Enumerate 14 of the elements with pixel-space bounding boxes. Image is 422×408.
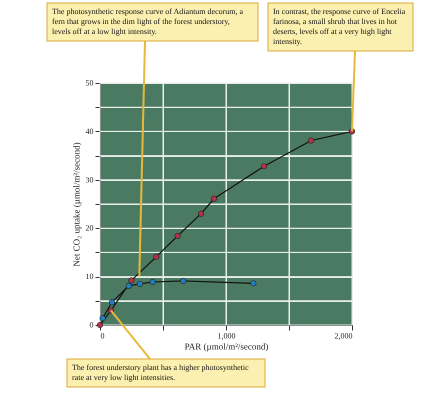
- x-tick-label: 2,000: [334, 332, 352, 340]
- y-axis-title: Net CO₂ uptake (µmol/m²/second): [72, 142, 82, 267]
- y-tick-label: 20: [86, 224, 94, 233]
- x-axis-title: PAR (µmol/m²/second): [184, 342, 268, 352]
- y-tick-label: 30: [86, 175, 94, 184]
- x-tick-label: 1,000: [218, 332, 236, 340]
- annotation: The photosynthetic response curve of Adiantum decorum, a fern that grows in the dim light of the forest understory, levels off at a low light intensity.: [52, 7, 244, 36]
- x-tick-label: 0: [100, 332, 104, 340]
- y-tick-label: 0: [90, 320, 94, 330]
- y-tick-label: 50: [86, 78, 94, 88]
- annotation: In contrast, the response curve of Encelia farinosa, a small shrub that lives in hot deserts, levels off at a very high light intensity.: [273, 7, 406, 46]
- annotation: The forest understory plant has a higher photosynthetic rate at very low light intensities.: [72, 363, 250, 382]
- y-tick-label: 40: [86, 126, 94, 136]
- y-tick-label: 10: [86, 272, 94, 282]
